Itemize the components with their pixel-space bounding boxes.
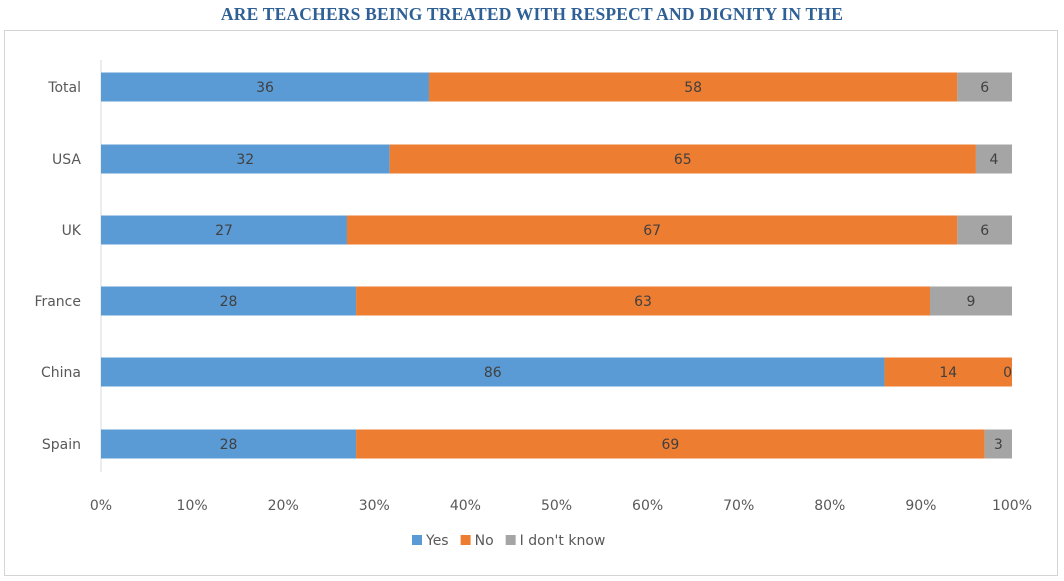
x-tick-label: 0% bbox=[90, 498, 112, 514]
bar-segment-yes bbox=[101, 72, 429, 102]
bar-segment-i-don-t-know bbox=[930, 286, 1012, 316]
data-label: 65 bbox=[674, 152, 692, 168]
bar-segment-no bbox=[356, 429, 985, 459]
bar-segment-yes bbox=[101, 215, 347, 245]
data-label: 58 bbox=[684, 80, 702, 96]
bar-segment-i-don-t-know bbox=[957, 215, 1012, 245]
bar-segment-i-don-t-know bbox=[957, 72, 1012, 102]
x-tick-label: 60% bbox=[632, 498, 663, 514]
data-label: 6 bbox=[980, 223, 989, 239]
data-label: 63 bbox=[634, 294, 652, 310]
chart-title: ARE TEACHERS BEING TREATED WITH RESPECT … bbox=[220, 4, 844, 24]
category-label: USA bbox=[52, 152, 81, 168]
category-label: Spain bbox=[42, 437, 81, 453]
x-tick-label: 50% bbox=[541, 498, 572, 514]
data-label: 28 bbox=[220, 294, 238, 310]
x-tick-label: 100% bbox=[992, 498, 1032, 514]
data-label: 4 bbox=[989, 152, 998, 168]
bar-segment-i-don-t-know bbox=[975, 144, 1012, 174]
bar-segment-yes bbox=[101, 144, 390, 174]
bar-segment-no bbox=[346, 215, 958, 245]
data-label: 32 bbox=[236, 152, 254, 168]
legend-label: No bbox=[475, 533, 494, 549]
data-label: 3 bbox=[994, 437, 1003, 453]
bar-segment-no bbox=[884, 357, 1012, 387]
chart-frame bbox=[4, 30, 1058, 576]
data-label: 67 bbox=[643, 223, 661, 239]
bar-segment-i-don-t-know bbox=[984, 429, 1012, 459]
legend-label: Yes bbox=[425, 533, 449, 549]
data-label: 0 bbox=[1003, 365, 1012, 381]
bar-segment-yes bbox=[101, 429, 357, 459]
data-label: 69 bbox=[661, 437, 679, 453]
x-tick-label: 20% bbox=[268, 498, 299, 514]
x-tick-label: 10% bbox=[177, 498, 208, 514]
category-label: China bbox=[41, 365, 81, 381]
data-label: 6 bbox=[980, 80, 989, 96]
category-label: Total bbox=[47, 80, 81, 96]
data-label: 86 bbox=[484, 365, 502, 381]
bar-segment-no bbox=[428, 72, 958, 102]
bar-segment-yes bbox=[101, 357, 885, 387]
x-tick-label: 80% bbox=[814, 498, 845, 514]
bar-segment-yes bbox=[101, 286, 357, 316]
bar-segment-no bbox=[389, 144, 976, 174]
category-label: UK bbox=[62, 223, 82, 239]
x-tick-label: 90% bbox=[905, 498, 936, 514]
x-tick-label: 30% bbox=[359, 498, 390, 514]
legend-swatch bbox=[460, 535, 471, 545]
data-label: 36 bbox=[256, 80, 274, 96]
data-label: 9 bbox=[967, 294, 976, 310]
bar-segment-no bbox=[356, 286, 931, 316]
legend-label: I don't know bbox=[520, 533, 606, 549]
category-label: France bbox=[34, 294, 81, 310]
x-tick-label: 40% bbox=[450, 498, 481, 514]
x-tick-label: 70% bbox=[723, 498, 754, 514]
legend-swatch bbox=[505, 535, 516, 545]
data-label: 27 bbox=[215, 223, 233, 239]
legend-swatch bbox=[412, 535, 422, 545]
data-label: 28 bbox=[220, 437, 238, 453]
data-label: 14 bbox=[939, 365, 957, 381]
